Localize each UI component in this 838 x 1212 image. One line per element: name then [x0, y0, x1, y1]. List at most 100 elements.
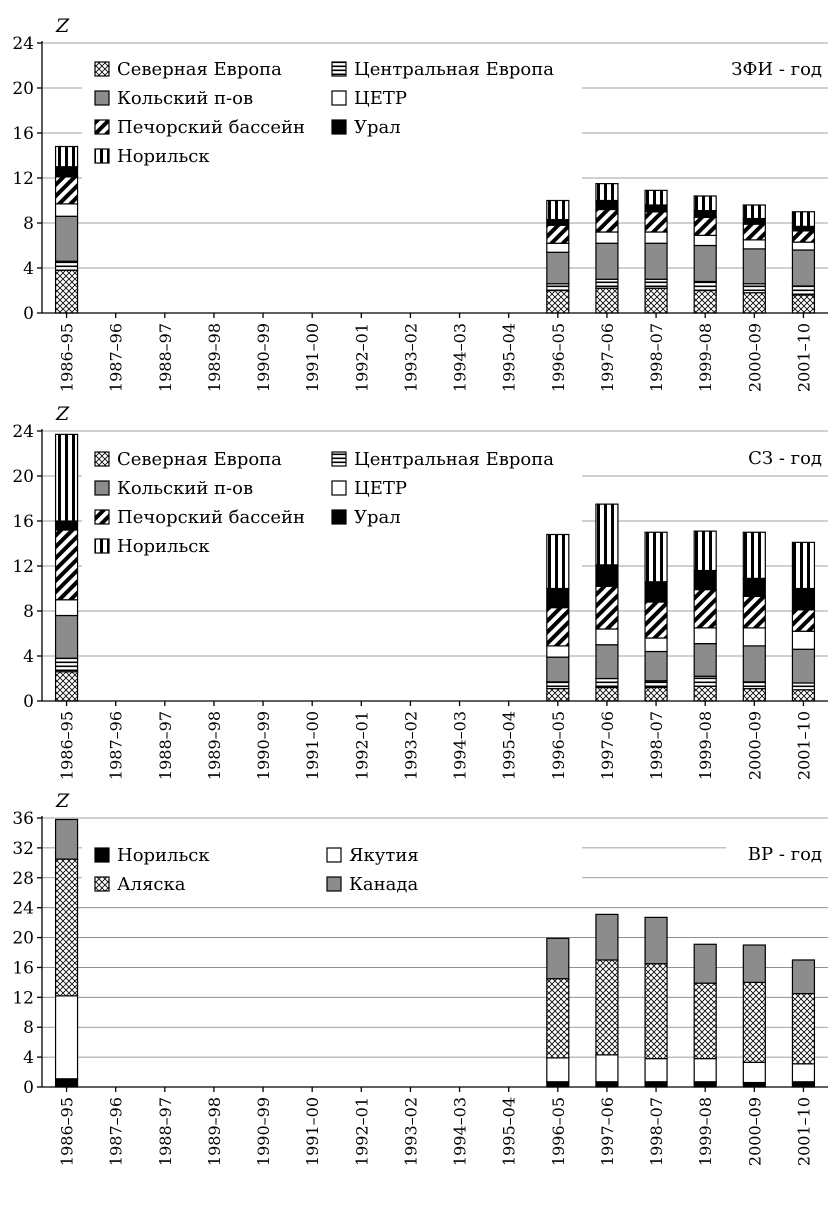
bar-segment-gray: [54, 215, 79, 262]
legend-swatch-diagonal: [94, 119, 110, 135]
bar-segment-white: [595, 628, 619, 646]
y-tick-label: 0: [23, 1078, 34, 1098]
bar-segment-black: [693, 1081, 717, 1088]
bar-segment-white: [54, 995, 79, 1080]
x-tick-label: 1987–96: [107, 1097, 126, 1166]
bar-segment-vstripe: [644, 531, 668, 583]
x-tick-label: 1993–02: [401, 1097, 420, 1166]
bar-segment-black: [54, 1078, 79, 1088]
x-tick-label: 2000–09: [745, 323, 764, 392]
x-tick-label: 2000–09: [745, 1097, 764, 1166]
x-tick-label: 1994–03: [451, 711, 470, 780]
bar-segment-hstripe: [595, 278, 619, 289]
bar-segment-white: [644, 231, 668, 244]
bar-segment-crosshatch: [791, 689, 816, 702]
bar-segment-white: [791, 241, 816, 251]
bar-segment-white: [595, 231, 619, 244]
y-tick-label: 12: [12, 988, 34, 1008]
y-tick-label: 16: [12, 958, 34, 978]
x-tick-label: 1987–96: [107, 323, 126, 392]
legend-label: Норильск: [117, 146, 210, 167]
bar-segment-hstripe: [546, 681, 570, 690]
bar-segment-crosshatch: [644, 686, 668, 702]
y-tick-label: 24: [12, 422, 34, 442]
panel-corner-label: ВР - год: [748, 844, 822, 865]
bar-segment-gray: [644, 650, 668, 682]
x-tick-label: 1997–06: [598, 1097, 617, 1166]
bar-segment-white: [693, 627, 717, 645]
bar-segment-crosshatch: [644, 963, 668, 1060]
x-tick-label: 1996–05: [549, 1097, 568, 1166]
bar-segment-hstripe: [791, 285, 816, 296]
bar-segment-diagonal: [54, 529, 79, 601]
bar-segment-black: [693, 569, 717, 591]
bar-segment-black: [791, 1081, 816, 1088]
bar-segment-white: [693, 234, 717, 247]
x-tick-label: 1988–97: [156, 1097, 175, 1166]
bar-segment-gray: [791, 249, 816, 287]
x-tick-label: 1992–01: [352, 323, 371, 392]
bar-segment-vstripe: [54, 145, 79, 168]
bar-segment-vstripe: [595, 183, 619, 202]
y-tick-label: 28: [12, 869, 34, 889]
x-tick-label: 1986–95: [58, 1097, 77, 1166]
legend-label: Аляска: [117, 874, 186, 895]
legend-label: Центральная Европа: [354, 449, 554, 470]
bar-segment-vstripe: [791, 211, 816, 227]
bar-segment-gray: [742, 645, 766, 683]
bar-segment-diagonal: [546, 607, 570, 647]
x-tick-label: 2001–10: [794, 1097, 813, 1166]
x-tick-label: 1998–07: [647, 711, 666, 780]
legend-label: Кольский п-ов: [117, 478, 253, 499]
legend-label: Печорский бассейн: [117, 507, 305, 528]
panel-corner-label: СЗ - год: [748, 448, 822, 469]
bar-segment-black: [54, 520, 79, 531]
bar-segment-black: [791, 225, 816, 232]
x-tick-label: 1998–07: [647, 1097, 666, 1166]
corner-label-background: [715, 57, 828, 83]
y-tick-label: 12: [12, 169, 34, 189]
bar-segment-black: [693, 210, 717, 218]
bar-segment-black: [546, 219, 570, 226]
x-tick-label: 2000–09: [745, 711, 764, 780]
bar-segment-gray: [644, 916, 668, 965]
x-tick-label: 1994–03: [451, 1097, 470, 1166]
legend-swatch-vstripe: [94, 148, 110, 164]
x-tick-label: 1993–02: [401, 323, 420, 392]
bar-segment-white: [791, 1063, 816, 1083]
bar-segment-diagonal: [693, 216, 717, 236]
bar-segment-hstripe: [742, 681, 766, 690]
bar-segment-gray: [546, 656, 570, 683]
legend-label: Центральная Европа: [354, 59, 554, 80]
bar-segment-crosshatch: [54, 269, 79, 314]
x-tick-label: 1999–08: [696, 711, 715, 780]
legend-label: Якутия: [349, 845, 419, 866]
bar-segment-diagonal: [693, 589, 717, 629]
bar-segment-crosshatch: [546, 289, 570, 314]
chart-panel-3: 0 4 8 12 16 20 24 28 32 36 ВР - год Z 1986–95 1987–96…: [12, 790, 828, 1166]
bar-segment-black: [742, 1081, 766, 1088]
legend-swatch-vstripe: [94, 538, 110, 554]
bar-segment-white: [742, 239, 766, 250]
y-axis-label: Z: [55, 403, 70, 425]
bar-segment-gray: [644, 242, 668, 280]
x-tick-label: 1989–98: [205, 711, 224, 780]
legend-label: Северная Европа: [117, 449, 282, 470]
bar-segment-black: [546, 1081, 570, 1088]
corner-label-background: [726, 446, 828, 472]
bar-segment-black: [595, 1081, 619, 1088]
x-tick-label: 1999–08: [696, 1097, 715, 1166]
bar-segment-black: [742, 577, 766, 597]
x-tick-label: 1993–02: [401, 711, 420, 780]
bar-segment-gray: [742, 944, 766, 983]
x-tick-label: 1988–97: [156, 711, 175, 780]
bar-segment-black: [54, 166, 79, 178]
bar-segment-diagonal: [644, 211, 668, 233]
bar-segment-crosshatch: [791, 294, 816, 314]
bar-segment-hstripe: [644, 680, 668, 689]
bar-segment-white: [644, 637, 668, 653]
bar-segment-gray: [546, 937, 570, 980]
legend-swatch-hstripe: [331, 61, 347, 77]
x-tick-label: 1996–05: [549, 323, 568, 392]
bar-segment-white: [595, 1054, 619, 1083]
